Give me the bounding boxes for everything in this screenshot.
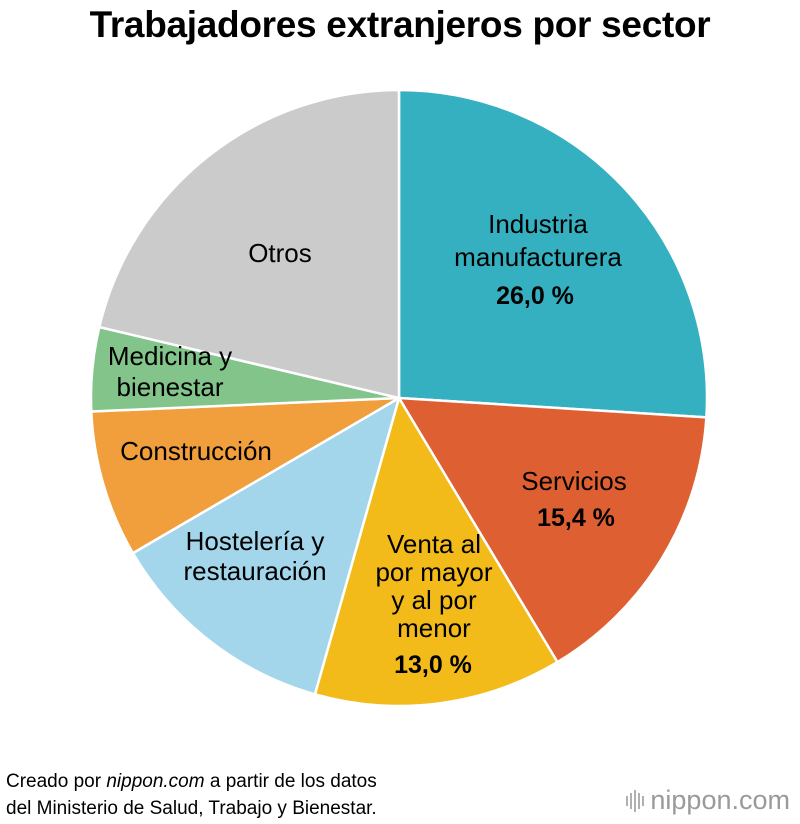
source-note: Creado por nippon.com a partir de los da… xyxy=(6,768,377,822)
pie-slice xyxy=(397,88,709,419)
slice-label: Venta al xyxy=(387,529,481,559)
slice-label: Hostelería y xyxy=(186,526,325,556)
slice-value-label: 13,0 % xyxy=(394,651,472,679)
slice-label: Servicios xyxy=(521,466,626,496)
pie-slice xyxy=(131,396,401,696)
slice-label: restauración xyxy=(183,556,326,586)
pie-slice xyxy=(313,396,559,708)
chart-title: Trabajadores extranjeros por sector xyxy=(89,4,711,45)
source-line-2: del Ministerio de Salud, Trabajo y Biene… xyxy=(6,798,377,819)
slice-label: Medicina y xyxy=(108,341,232,371)
slice-label: menor xyxy=(397,613,471,643)
source-line-1: Creado por nippon.com a partir de los da… xyxy=(6,771,377,792)
slice-label: Otros xyxy=(248,238,312,268)
logo-bars-icon xyxy=(626,789,645,812)
slice-label: Industria xyxy=(488,209,588,239)
slice-value-label: 15,4 % xyxy=(537,504,615,532)
slice-value-label: 26,0 % xyxy=(496,282,574,310)
pie-slice xyxy=(397,396,708,664)
slice-label: bienestar xyxy=(117,372,224,402)
pie-slice xyxy=(98,88,401,400)
pie-slices xyxy=(89,88,709,708)
slice-label: manufacturera xyxy=(454,242,622,272)
nippon-logo: nippon.com xyxy=(626,785,790,816)
slice-label: Construcción xyxy=(120,436,272,466)
pie-slice xyxy=(90,396,401,555)
slice-label: y al por xyxy=(391,585,477,615)
slice-label: por mayor xyxy=(375,557,492,587)
